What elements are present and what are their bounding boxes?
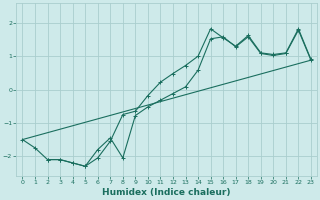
X-axis label: Humidex (Indice chaleur): Humidex (Indice chaleur) xyxy=(102,188,231,197)
